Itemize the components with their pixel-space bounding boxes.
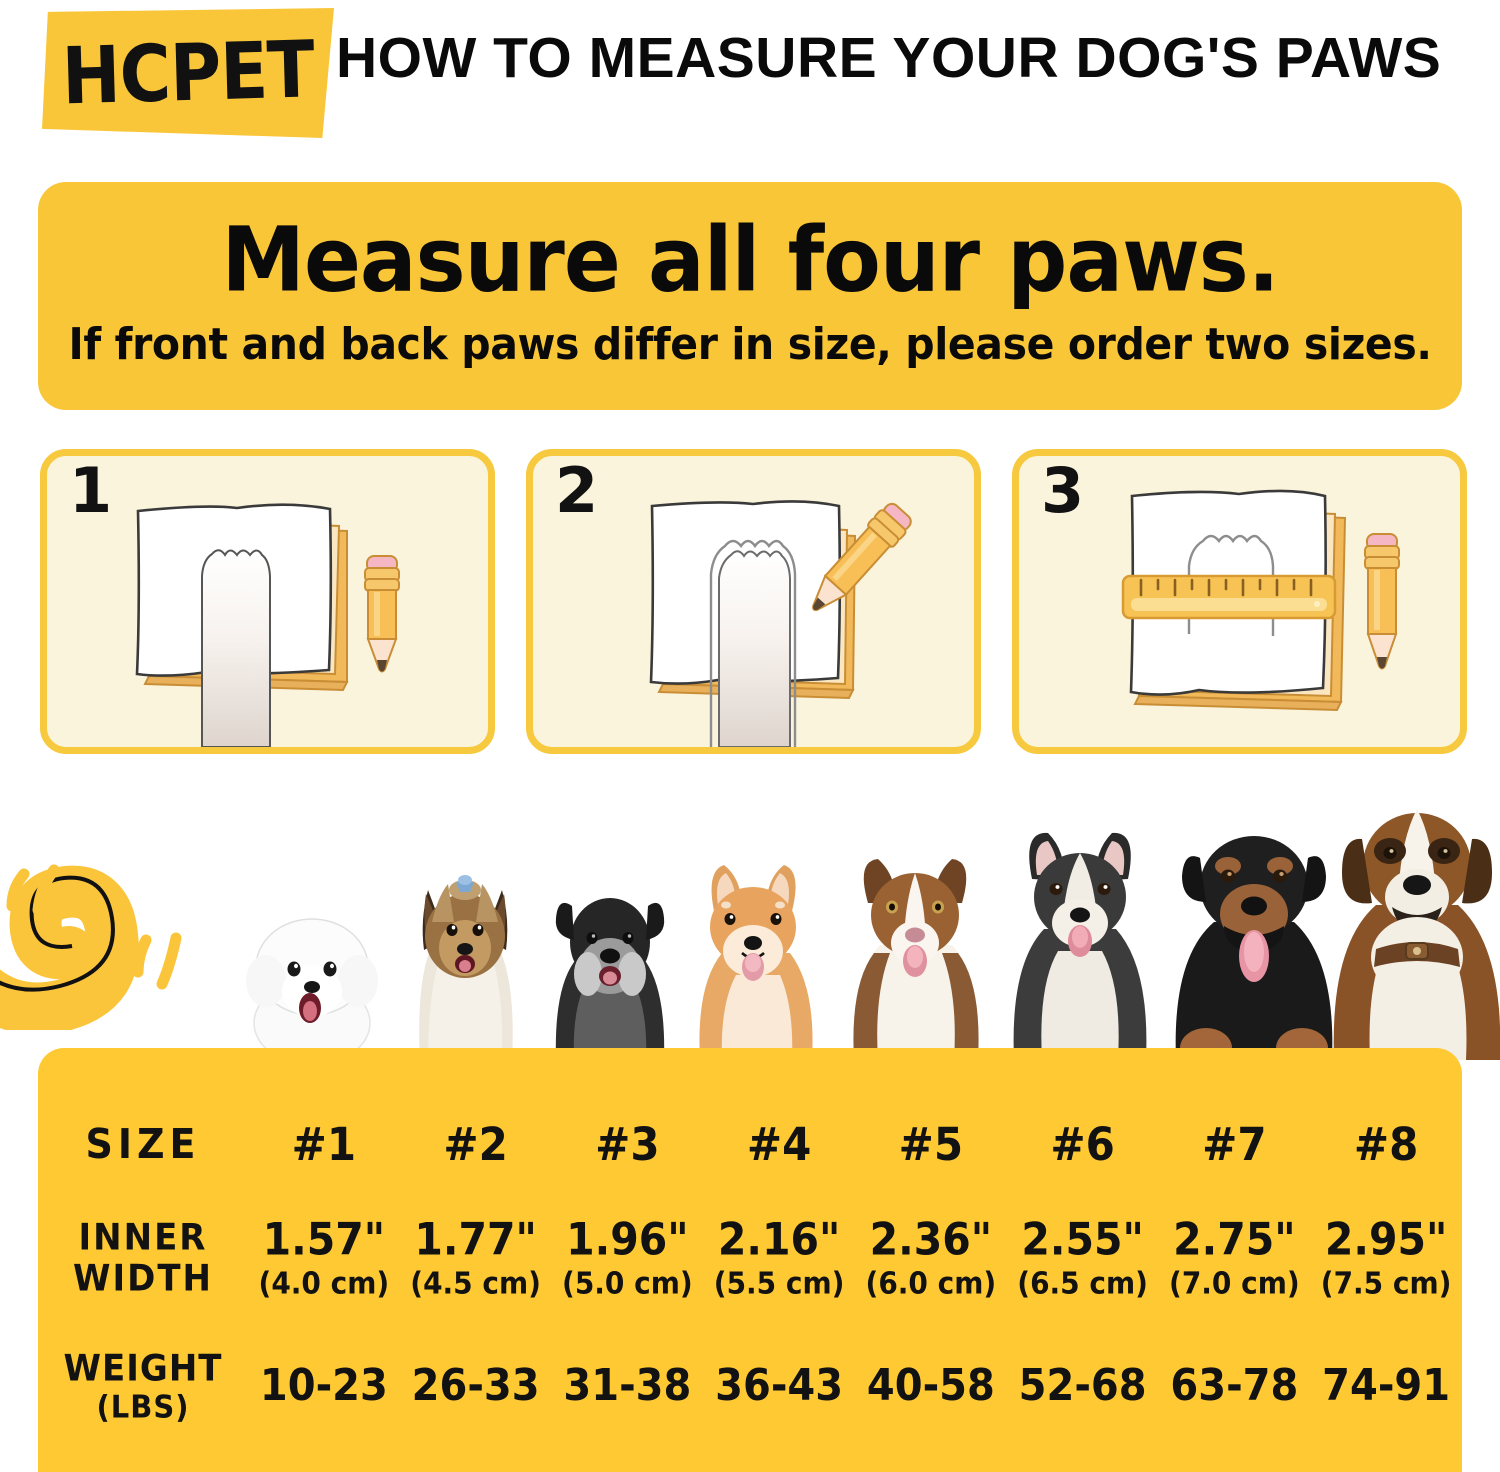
ruler-measuring-outline-icon — [1121, 489, 1400, 712]
inner-width-in-8: 2.95" — [1324, 1213, 1448, 1266]
dog-breed-strip — [0, 775, 1500, 1060]
size-cell-6: #6 — [1050, 1117, 1115, 1171]
dog-photo-yorkshire-terrier — [419, 875, 513, 1060]
step-card-3: 3 — [1012, 449, 1467, 754]
inner-width-in-6: 2.55" — [1021, 1213, 1144, 1266]
dog-photo-schnauzer — [555, 898, 665, 1060]
table-row-size: SIZE #1 #2 #3 #4 #5 #6 #7 #8 — [38, 1114, 1462, 1174]
pencil-icon — [364, 555, 400, 673]
size-cell-8: #8 — [1353, 1117, 1419, 1171]
row-label-weight-line2: (LBS) — [96, 1387, 190, 1425]
pencil-icon — [812, 502, 912, 612]
size-cells: #1 #2 #3 #4 #5 #6 #7 #8 — [248, 1117, 1462, 1171]
inner-width-in-7: 2.75" — [1173, 1213, 1296, 1266]
inner-width-cell-6: 2.55" (6.5 cm) — [1007, 1213, 1159, 1302]
table-row-inner-width: INNER WIDTH 1.57" (4.0 cm) 1.77" (4.5 cm… — [38, 1210, 1462, 1306]
inner-width-cm-3: (5.0 cm) — [562, 1265, 693, 1302]
row-label-size: SIZE — [85, 1120, 201, 1168]
weight-cell-8: 74-91 — [1322, 1361, 1451, 1411]
inner-width-in-1: 1.57" — [262, 1213, 386, 1266]
step-number-2: 2 — [555, 454, 599, 527]
inner-width-cell-8: 2.95" (7.5 cm) — [1310, 1213, 1462, 1302]
inner-width-cell-7: 2.75" (7.0 cm) — [1159, 1213, 1311, 1302]
row-label-inner-width-line1: INNER — [78, 1215, 208, 1259]
dog-photo-bichon — [246, 918, 378, 1060]
paw-on-paper-with-pencil-icon — [135, 503, 400, 747]
pencil-icon — [1364, 533, 1400, 670]
ruler-icon — [1121, 574, 1337, 620]
size-cell-1: #1 — [291, 1117, 357, 1171]
inner-width-cell-5: 2.36" (6.0 cm) — [855, 1213, 1007, 1302]
weight-cells: 10-23 26-33 31-38 36-43 40-58 52-68 63-7… — [248, 1361, 1462, 1411]
row-label-weight: WEIGHT (LBS) — [38, 1348, 248, 1424]
inner-width-cm-5: (6.0 cm) — [865, 1265, 997, 1302]
inner-width-cm-8: (7.5 cm) — [1320, 1265, 1452, 1302]
row-label-inner-width-line2: WIDTH — [72, 1256, 214, 1301]
weight-cell-2: 26-33 — [411, 1361, 540, 1411]
size-cell-4: #4 — [746, 1117, 812, 1171]
weight-cell-1: 10-23 — [259, 1361, 388, 1411]
banner-headline: Measure all four paws. — [221, 208, 1279, 312]
inner-width-cm-4: (5.5 cm) — [713, 1265, 845, 1302]
dog-photos — [240, 775, 1500, 1060]
size-cell-5: #5 — [898, 1117, 964, 1171]
inner-width-in-5: 2.36" — [869, 1213, 993, 1266]
table-row-weight: WEIGHT (LBS) 10-23 26-33 31-38 36-43 40-… — [38, 1338, 1462, 1434]
size-cell-7: #7 — [1202, 1117, 1267, 1171]
dog-photo-malamute — [1013, 832, 1147, 1060]
inner-width-cell-4: 2.16" (5.5 cm) — [703, 1213, 855, 1302]
page-title: HOW TO MEASURE YOUR DOG'S PAWS — [336, 26, 1442, 90]
row-label-inner-width: INNER WIDTH — [38, 1217, 248, 1299]
inner-width-cm-6: (6.5 cm) — [1017, 1265, 1148, 1302]
weight-cell-4: 36-43 — [715, 1361, 844, 1411]
weight-cell-3: 31-38 — [563, 1361, 692, 1411]
inner-width-in-3: 1.96" — [566, 1213, 689, 1266]
measuring-steps: 1 — [40, 449, 1467, 759]
weight-cell-5: 40-58 — [866, 1361, 995, 1411]
inner-width-cm-1: (4.0 cm) — [258, 1265, 390, 1302]
row-label-weight-line1: WEIGHT — [63, 1346, 223, 1391]
brand-logo-badge: HCPET — [42, 8, 334, 138]
wagging-tail-icon — [0, 864, 182, 1030]
inner-width-in-4: 2.16" — [717, 1213, 841, 1266]
inner-width-cell-2: 1.77" (4.5 cm) — [400, 1213, 552, 1302]
inner-width-cm-7: (7.0 cm) — [1169, 1265, 1300, 1302]
brand-logo-text: HCPET — [60, 23, 316, 123]
step-number-3: 3 — [1041, 454, 1085, 527]
inner-width-cell-3: 1.96" (5.0 cm) — [552, 1213, 704, 1302]
page-header: HCPET HOW TO MEASURE YOUR DOG'S PAWS — [0, 0, 1500, 150]
dog-photo-rottweiler — [1175, 836, 1333, 1060]
weight-cell-6: 52-68 — [1018, 1361, 1147, 1411]
inner-width-cell-1: 1.57" (4.0 cm) — [248, 1213, 400, 1302]
weight-cell-7: 63-78 — [1170, 1361, 1299, 1411]
step-card-2: 2 — [526, 449, 981, 754]
size-chart-table: SIZE #1 #2 #3 #4 #5 #6 #7 #8 INNER WIDTH… — [38, 1048, 1462, 1472]
size-cell-2: #2 — [443, 1117, 508, 1171]
inner-width-in-2: 1.77" — [414, 1213, 537, 1266]
measure-all-paws-banner: Measure all four paws. If front and back… — [38, 182, 1462, 410]
dog-photo-saint-bernard — [1333, 809, 1500, 1060]
inner-width-cm-2: (4.5 cm) — [410, 1265, 541, 1302]
size-cell-3: #3 — [595, 1117, 660, 1171]
banner-subtext: If front and back paws differ in size, p… — [68, 318, 1432, 370]
tracing-paw-with-pencil-icon — [649, 500, 912, 747]
step-card-1: 1 — [40, 449, 495, 754]
dog-photo-shiba-inu — [699, 865, 813, 1060]
step-number-1: 1 — [69, 454, 113, 527]
inner-width-cells: 1.57" (4.0 cm) 1.77" (4.5 cm) 1.96" (5.0… — [248, 1213, 1462, 1302]
dog-photo-border-collie — [853, 859, 979, 1060]
